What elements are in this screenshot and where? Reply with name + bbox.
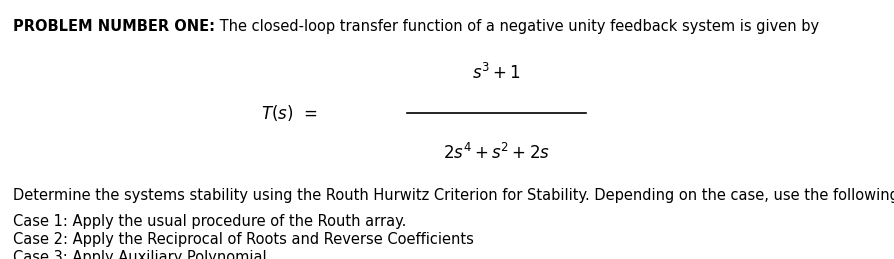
Text: The closed-loop transfer function of a negative unity feedback system is given b: The closed-loop transfer function of a n…: [215, 19, 819, 34]
Text: Case 3: Apply Auxiliary Polynomial: Case 3: Apply Auxiliary Polynomial: [13, 250, 266, 259]
Text: Case 1: Apply the usual procedure of the Routh array.: Case 1: Apply the usual procedure of the…: [13, 214, 407, 229]
Text: $2s^4 + s^2 + 2s$: $2s^4 + s^2 + 2s$: [443, 143, 550, 163]
Text: $s^3 + 1$: $s^3 + 1$: [472, 62, 520, 83]
Text: Case 2: Apply the Reciprocal of Roots and Reverse Coefficients: Case 2: Apply the Reciprocal of Roots an…: [13, 232, 474, 247]
Text: PROBLEM NUMBER ONE:: PROBLEM NUMBER ONE:: [13, 19, 215, 34]
Text: $T(s)$  =: $T(s)$ =: [261, 103, 317, 123]
Text: Determine the systems stability using the Routh Hurwitz Criterion for Stability.: Determine the systems stability using th…: [13, 188, 894, 203]
